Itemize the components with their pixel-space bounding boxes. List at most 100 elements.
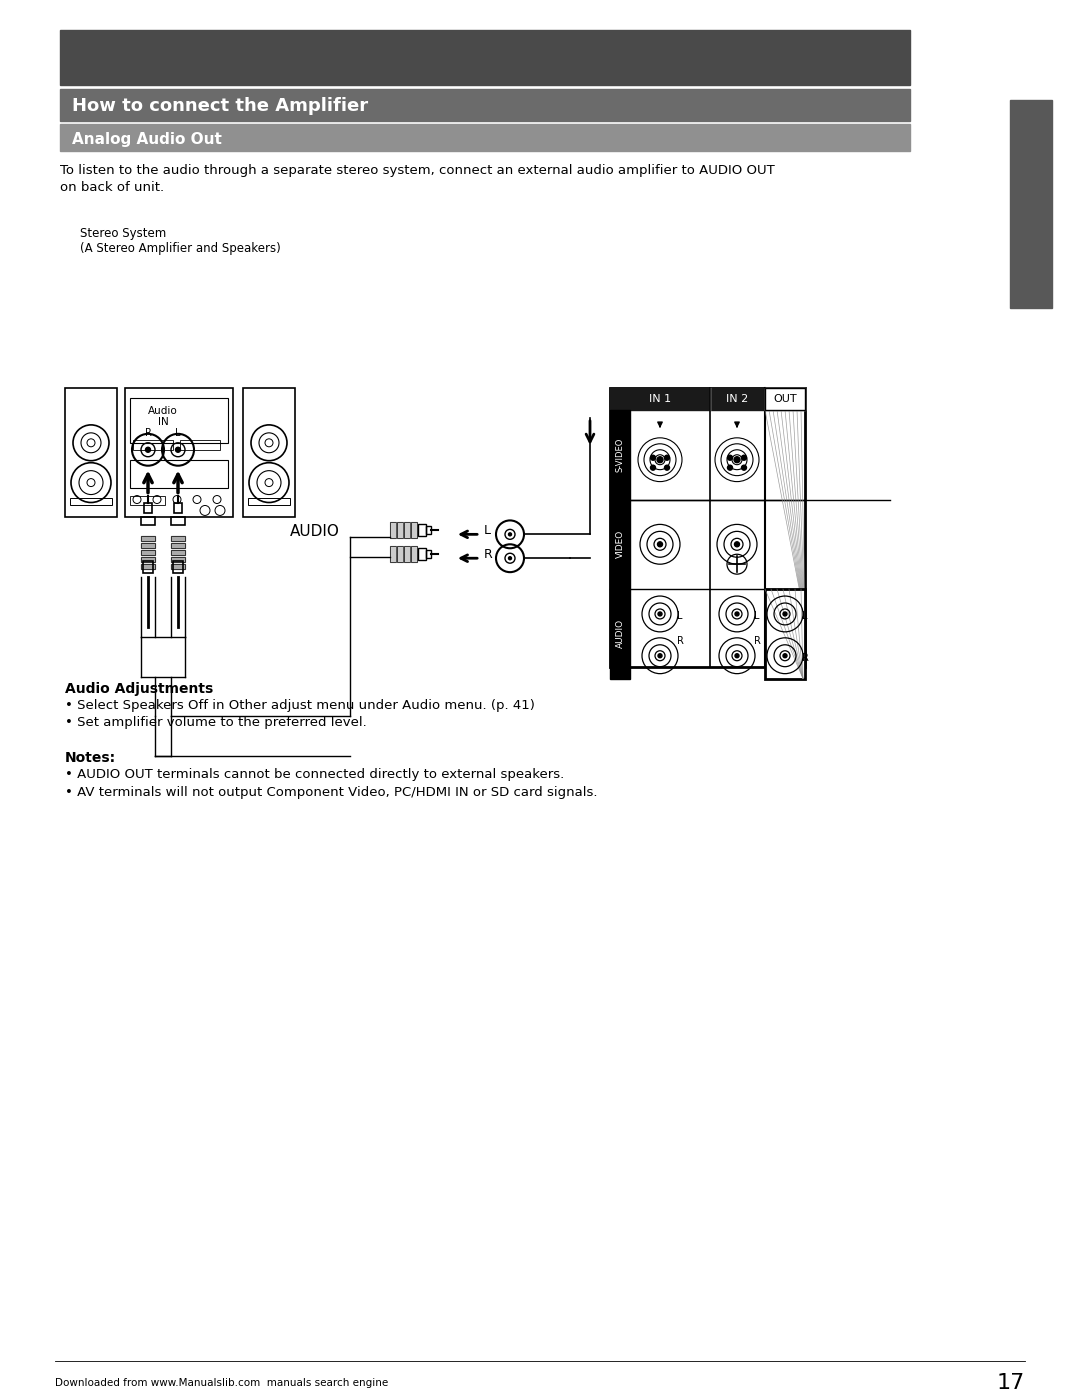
Text: 17: 17 — [997, 1373, 1025, 1393]
Bar — [426, 550, 431, 559]
Bar — [130, 460, 228, 488]
Text: Downloaded from www.Manualslib.com  manuals search engine: Downloaded from www.Manualslib.com manua… — [55, 1379, 388, 1389]
Circle shape — [658, 542, 662, 546]
Circle shape — [509, 532, 512, 536]
Bar — [60, 124, 910, 151]
Circle shape — [657, 457, 663, 462]
Bar — [171, 564, 185, 569]
Bar — [141, 557, 156, 562]
Circle shape — [783, 612, 787, 616]
Bar — [141, 550, 156, 555]
Bar — [411, 522, 417, 538]
Bar — [171, 543, 185, 548]
Bar — [411, 522, 417, 538]
Circle shape — [509, 557, 512, 560]
Text: Analog Audio Out: Analog Audio Out — [72, 131, 221, 147]
Bar — [171, 557, 185, 562]
Text: Stereo System: Stereo System — [80, 226, 166, 240]
Circle shape — [742, 465, 746, 471]
Bar — [243, 388, 295, 517]
Bar — [404, 522, 410, 538]
Bar — [141, 564, 156, 569]
Circle shape — [650, 465, 656, 471]
Bar — [765, 388, 805, 409]
Bar — [610, 388, 805, 409]
Bar — [248, 497, 291, 506]
Bar — [141, 550, 156, 555]
Bar — [125, 388, 233, 517]
Bar — [171, 550, 185, 555]
Bar — [397, 546, 403, 562]
Text: L: L — [754, 610, 759, 620]
Bar — [411, 546, 417, 562]
Text: • Select Speakers Off in Other adjust menu under Audio menu. (p. 41): • Select Speakers Off in Other adjust me… — [65, 698, 535, 711]
Bar — [404, 546, 410, 562]
Text: AUDIO: AUDIO — [291, 524, 340, 539]
Bar — [610, 409, 630, 500]
Circle shape — [664, 465, 670, 471]
Text: IN 1: IN 1 — [649, 394, 671, 404]
Text: AUDIO: AUDIO — [616, 619, 624, 648]
Bar — [144, 503, 152, 514]
Text: Getting Started: Getting Started — [1024, 346, 1039, 481]
Bar — [171, 543, 185, 548]
Bar — [397, 522, 403, 538]
Text: How to connect the Amplifier: How to connect the Amplifier — [72, 98, 368, 116]
Text: R: R — [676, 636, 684, 645]
Circle shape — [146, 447, 150, 453]
Bar — [60, 29, 910, 85]
Bar — [765, 590, 805, 679]
Bar — [174, 503, 183, 514]
Bar — [171, 550, 185, 555]
Text: S-VIDEO: S-VIDEO — [616, 437, 624, 472]
Bar — [65, 388, 117, 517]
Text: IN: IN — [158, 416, 168, 427]
Text: L: L — [484, 524, 491, 536]
Bar — [141, 517, 156, 525]
Text: L: L — [802, 610, 808, 620]
Bar — [1010, 99, 1052, 309]
Circle shape — [734, 542, 740, 546]
Text: Audio Adjustments: Audio Adjustments — [65, 682, 213, 696]
Text: • AV terminals will not output Component Video, PC/HDMI IN or SD card signals.: • AV terminals will not output Component… — [65, 787, 597, 799]
Bar — [130, 398, 228, 443]
Circle shape — [650, 455, 656, 460]
Bar — [130, 496, 165, 506]
Bar — [390, 546, 396, 562]
Circle shape — [175, 447, 180, 453]
Circle shape — [735, 612, 739, 616]
Bar — [70, 497, 112, 506]
Bar — [171, 536, 185, 541]
Bar — [610, 500, 630, 590]
Text: IN 2: IN 2 — [726, 394, 748, 404]
Bar — [143, 562, 153, 573]
Circle shape — [742, 455, 746, 460]
Bar — [133, 440, 173, 450]
Text: To listen to the audio through a separate stereo system, connect an external aud: To listen to the audio through a separat… — [60, 165, 774, 177]
Text: Audio: Audio — [148, 407, 178, 416]
Text: OUT: OUT — [773, 394, 797, 404]
Bar — [765, 388, 805, 409]
Bar — [141, 536, 156, 541]
Bar — [173, 562, 183, 573]
Circle shape — [664, 455, 670, 460]
Bar — [141, 543, 156, 548]
Text: R: R — [754, 636, 760, 645]
Text: Notes:: Notes: — [65, 752, 117, 766]
Circle shape — [728, 465, 732, 471]
Bar — [141, 536, 156, 541]
Bar — [610, 590, 630, 679]
Bar — [141, 557, 156, 562]
Text: • AUDIO OUT terminals cannot be connected directly to external speakers.: • AUDIO OUT terminals cannot be connecte… — [65, 768, 564, 781]
Text: (A Stereo Amplifier and Speakers): (A Stereo Amplifier and Speakers) — [80, 242, 281, 254]
Bar — [171, 557, 185, 562]
Bar — [404, 546, 410, 562]
Circle shape — [735, 654, 739, 658]
Bar — [426, 527, 431, 534]
Bar — [418, 548, 426, 560]
Bar — [171, 517, 185, 525]
Bar — [141, 564, 156, 569]
Bar — [390, 546, 396, 562]
Bar — [171, 536, 185, 541]
Bar — [390, 522, 396, 538]
